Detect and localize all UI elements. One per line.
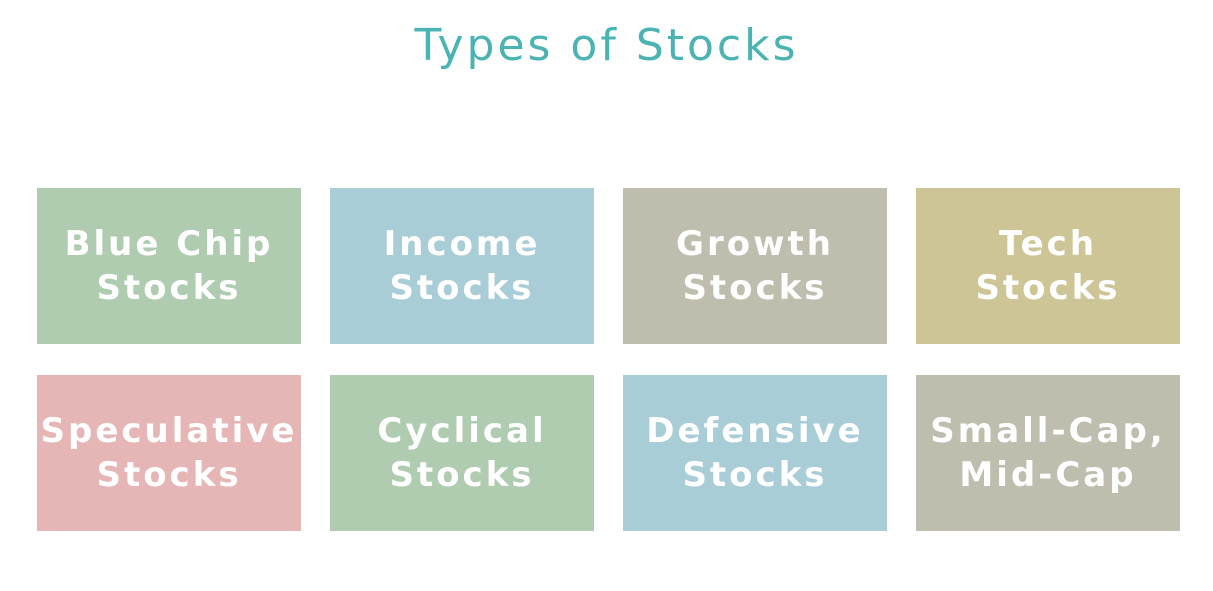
box-label: Growth Stocks [676,224,834,308]
box-tech-stocks: Tech Stocks [916,188,1180,344]
box-label: Small-Cap, Mid-Cap [930,411,1166,495]
box-defensive-stocks: Defensive Stocks [623,375,887,531]
box-label: Defensive Stocks [646,411,864,495]
box-small-cap-mid-cap: Small-Cap, Mid-Cap [916,375,1180,531]
box-blue-chip-stocks: Blue Chip Stocks [37,188,301,344]
box-label: Tech Stocks [975,224,1121,308]
box-speculative-stocks: Speculative Stocks [37,375,301,531]
box-growth-stocks: Growth Stocks [623,188,887,344]
box-cyclical-stocks: Cyclical Stocks [330,375,594,531]
diagram-title: Types of Stocks [414,20,799,71]
box-label: Blue Chip Stocks [64,224,274,308]
box-label: Cyclical Stocks [377,411,547,495]
box-label: Speculative Stocks [40,411,298,495]
box-income-stocks: Income Stocks [330,188,594,344]
box-label: Income Stocks [383,224,541,308]
stock-types-grid: Blue Chip Stocks Income Stocks Growth St… [37,188,1180,531]
